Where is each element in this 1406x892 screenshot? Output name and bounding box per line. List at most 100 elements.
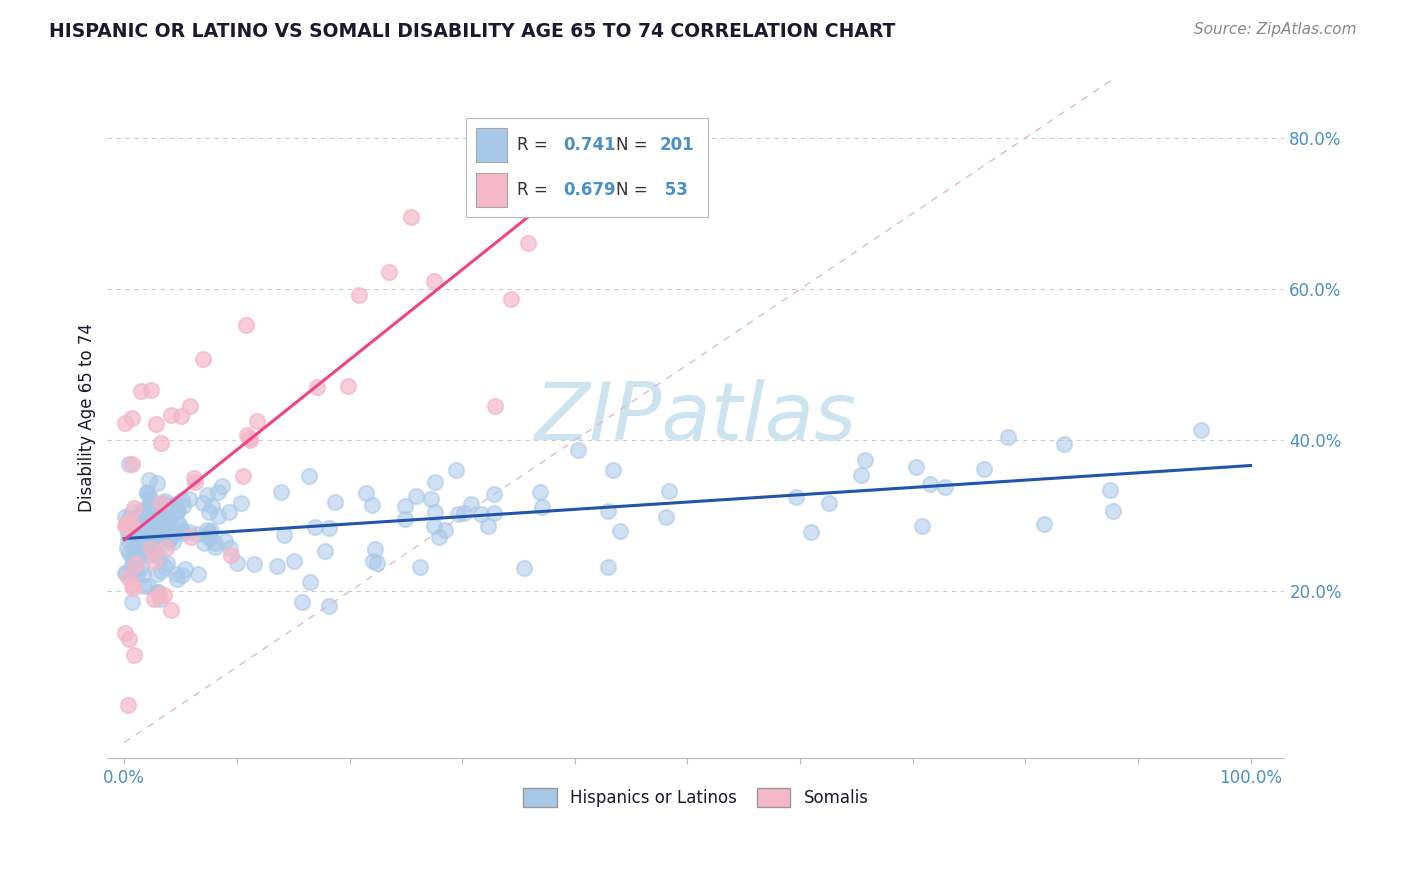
Point xyxy=(172,525,194,540)
Point xyxy=(911,518,934,533)
Point xyxy=(853,453,876,467)
Point xyxy=(163,498,186,512)
Point xyxy=(122,581,145,595)
Point xyxy=(318,599,340,613)
Point xyxy=(146,476,169,491)
Point xyxy=(218,504,240,518)
Point xyxy=(195,523,218,537)
Point xyxy=(135,485,157,500)
Point xyxy=(934,480,956,494)
Point xyxy=(849,468,872,483)
Point xyxy=(183,470,205,484)
Point xyxy=(127,510,149,524)
Point xyxy=(477,519,499,533)
Point xyxy=(1098,483,1121,497)
Point xyxy=(1033,516,1056,531)
Point xyxy=(153,508,176,523)
Point xyxy=(298,469,321,483)
Y-axis label: Disability Age 65 to 74: Disability Age 65 to 74 xyxy=(79,323,96,512)
Point xyxy=(129,384,152,398)
Text: ZIPatlas: ZIPatlas xyxy=(534,378,858,457)
Point xyxy=(266,559,288,574)
Point xyxy=(291,595,314,609)
Point xyxy=(420,491,443,506)
Point xyxy=(150,435,173,450)
Point xyxy=(207,485,229,500)
Point xyxy=(243,557,266,571)
Point xyxy=(152,496,174,510)
Point xyxy=(149,549,172,564)
Point xyxy=(997,430,1019,444)
Point xyxy=(519,158,541,172)
Point xyxy=(153,494,176,508)
Point xyxy=(121,523,143,537)
Point xyxy=(148,524,170,539)
Point xyxy=(122,554,145,568)
Point xyxy=(149,530,172,544)
Point xyxy=(120,516,142,530)
Point xyxy=(131,526,153,541)
Point xyxy=(149,564,172,578)
Point xyxy=(132,505,155,519)
Point xyxy=(425,475,447,489)
Point xyxy=(138,499,160,513)
Point xyxy=(172,525,194,540)
Point xyxy=(356,486,378,500)
Point xyxy=(131,503,153,517)
Point xyxy=(197,529,219,543)
Point xyxy=(482,487,505,501)
Point xyxy=(145,567,167,582)
Point xyxy=(120,560,142,574)
Point xyxy=(121,578,143,592)
Point xyxy=(482,506,505,520)
Point xyxy=(132,520,155,534)
Point xyxy=(225,556,247,570)
Point xyxy=(305,380,328,394)
Point xyxy=(180,530,202,544)
Point xyxy=(361,553,384,567)
Point xyxy=(179,525,201,540)
Point xyxy=(121,551,143,566)
Point xyxy=(114,625,136,640)
Point xyxy=(800,524,823,539)
Point xyxy=(1053,437,1076,451)
Point xyxy=(513,561,536,575)
Point xyxy=(131,541,153,555)
Point xyxy=(124,562,146,576)
Point xyxy=(270,484,292,499)
Point xyxy=(138,492,160,507)
Point xyxy=(239,434,262,448)
Point xyxy=(153,560,176,574)
Point xyxy=(409,560,432,574)
Point xyxy=(363,541,385,556)
Point xyxy=(198,532,221,546)
Point xyxy=(453,506,475,520)
Point xyxy=(125,557,148,571)
Point xyxy=(129,550,152,565)
Point xyxy=(658,483,681,498)
Point xyxy=(179,399,201,413)
Point xyxy=(232,468,254,483)
Point xyxy=(1101,504,1123,518)
Point xyxy=(236,428,259,442)
Point xyxy=(173,562,195,576)
Point xyxy=(283,554,305,568)
Point xyxy=(149,591,172,606)
Point xyxy=(124,554,146,568)
Point xyxy=(138,544,160,558)
Point xyxy=(145,504,167,518)
Point xyxy=(191,496,214,510)
Point xyxy=(596,504,619,518)
Point xyxy=(149,514,172,528)
Point xyxy=(200,524,222,539)
Point xyxy=(214,534,236,549)
Point xyxy=(146,585,169,599)
Point xyxy=(169,517,191,532)
Point xyxy=(165,567,187,582)
Point xyxy=(973,462,995,476)
Point xyxy=(360,498,382,512)
Point xyxy=(125,527,148,541)
Point xyxy=(135,526,157,541)
Point xyxy=(304,520,326,534)
Point xyxy=(567,443,589,458)
